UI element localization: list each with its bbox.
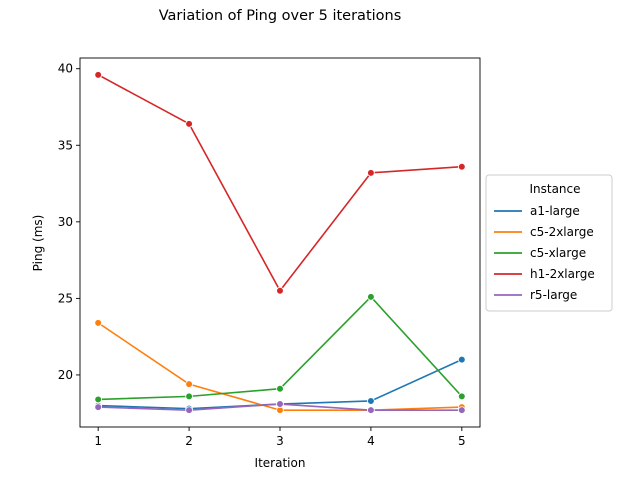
point-a1-large-4 <box>367 397 375 405</box>
point-r5-large-3 <box>276 400 284 408</box>
legend-label-c5-2xlarge: c5-2xlarge <box>530 225 594 239</box>
point-r5-large-5 <box>458 406 466 414</box>
x-tick-label-5: 5 <box>458 434 466 448</box>
point-r5-large-2 <box>185 406 193 414</box>
point-h1-2xlarge-3 <box>276 286 284 295</box>
point-c5-xlarge-4 <box>367 293 375 301</box>
point-c5-2xlarge-1 <box>94 319 102 327</box>
x-tick-label-4: 4 <box>367 434 375 448</box>
legend-label-a1-large: a1-large <box>530 204 580 218</box>
point-a1-large-5 <box>458 355 466 364</box>
point-h1-2xlarge-4 <box>367 169 375 177</box>
point-r5-large-4 <box>367 406 375 414</box>
y-tick-label-25: 25 <box>58 291 73 305</box>
legend-label-c5-xlarge: c5-xlarge <box>530 246 586 260</box>
legend-label-r5-large: r5-large <box>530 288 577 302</box>
x-axis-label: Iteration <box>255 456 306 470</box>
point-h1-2xlarge-5 <box>458 162 466 171</box>
legend-box <box>485 174 613 312</box>
y-tick-label-35: 35 <box>58 138 73 152</box>
point-c5-xlarge-2 <box>185 392 193 401</box>
legend-label-h1-2xlarge: h1-2xlarge <box>530 267 595 281</box>
x-tick-label-2: 2 <box>185 434 193 448</box>
plot-area: 1 2 3 4 5 20 25 30 35 40 <box>58 57 481 448</box>
legend: Instance a1-large c5-2xlarge c5-xlarge h1-2x… <box>485 174 613 312</box>
y-tick-label-40: 40 <box>58 62 73 76</box>
x-tick-label-1: 1 <box>94 434 102 448</box>
y-tick-label-20: 20 <box>58 368 73 382</box>
y-axis-label: Ping (ms) <box>31 215 45 272</box>
legend-title: Instance <box>529 182 580 196</box>
point-c5-xlarge-5 <box>458 392 466 401</box>
x-tick-label-3: 3 <box>276 434 284 448</box>
point-r5-large-1 <box>94 403 102 411</box>
point-h1-2xlarge-2 <box>185 120 193 128</box>
chart-title: Variation of Ping over 5 iterations <box>159 8 402 24</box>
point-h1-2xlarge-1 <box>94 71 102 79</box>
point-c5-xlarge-3 <box>276 384 284 393</box>
point-c5-2xlarge-2 <box>185 380 193 388</box>
point-c5-xlarge-1 <box>94 395 102 404</box>
plot-frame <box>79 57 481 428</box>
series-line-h1-2xlarge <box>97 74 462 292</box>
y-tick-label-30: 30 <box>58 215 73 229</box>
